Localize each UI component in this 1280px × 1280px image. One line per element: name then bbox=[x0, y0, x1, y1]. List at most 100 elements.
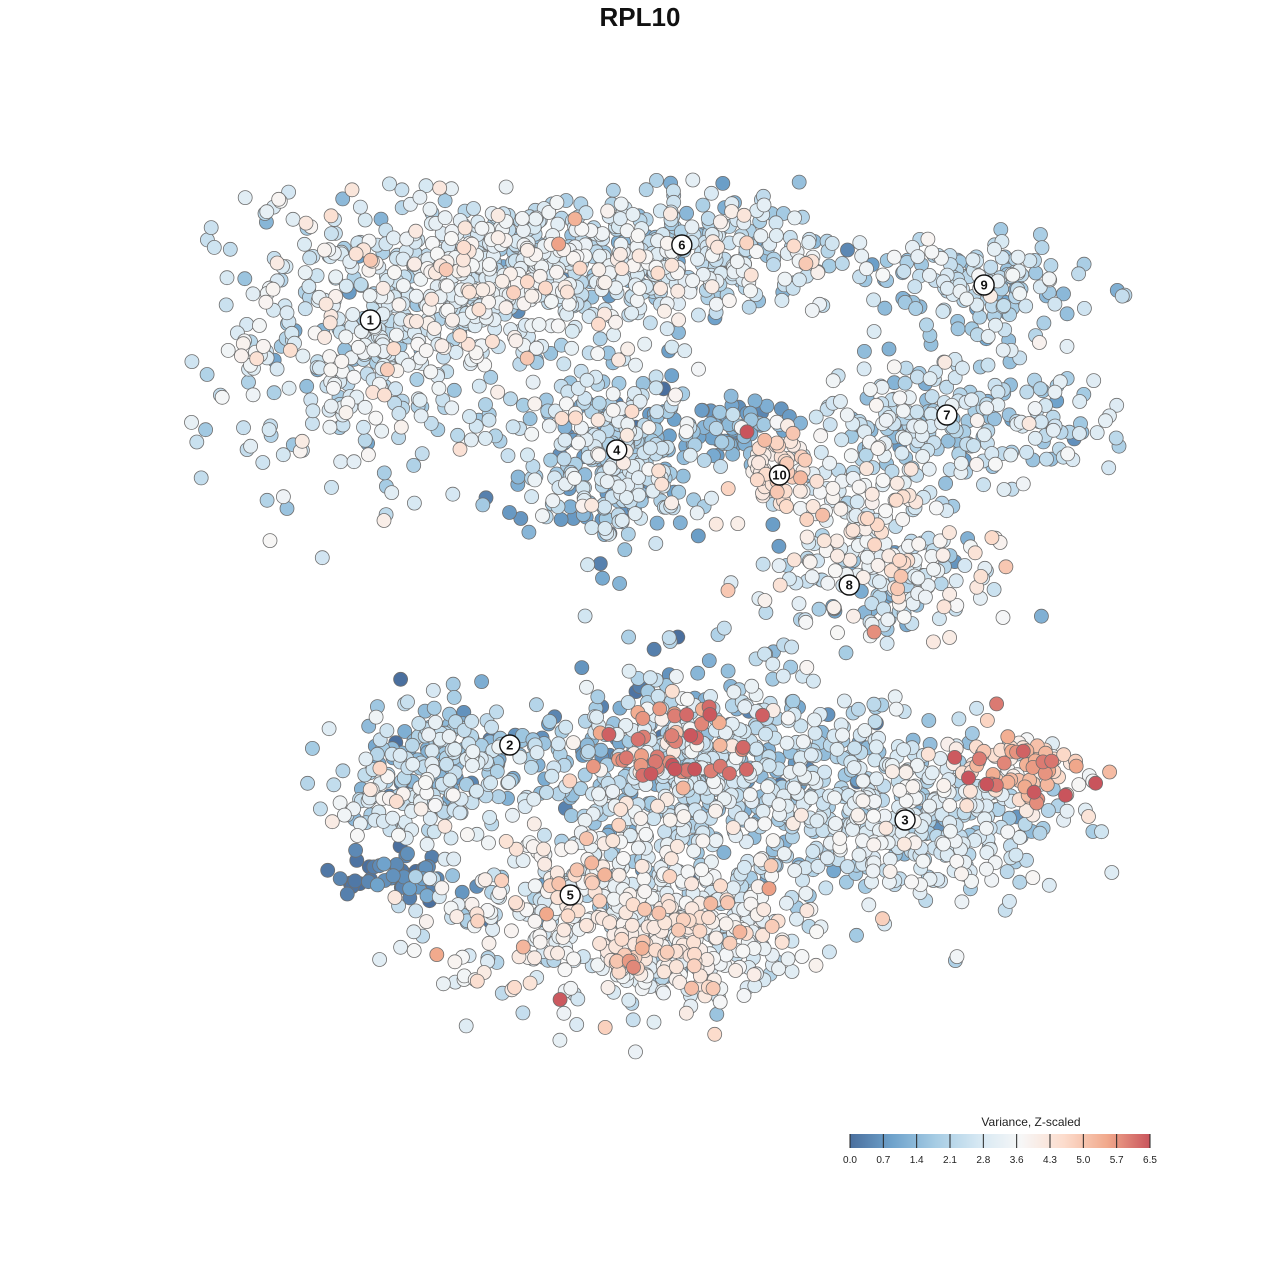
data-point bbox=[806, 673, 821, 689]
data-point bbox=[503, 923, 519, 939]
data-point bbox=[1002, 894, 1017, 909]
data-point bbox=[445, 868, 461, 883]
data-point bbox=[521, 524, 537, 540]
data-point bbox=[965, 252, 981, 268]
data-point bbox=[675, 780, 691, 796]
data-point bbox=[1071, 777, 1087, 792]
data-point bbox=[771, 538, 787, 554]
data-point bbox=[1098, 413, 1113, 429]
data-point bbox=[805, 844, 821, 859]
data-point bbox=[437, 210, 453, 226]
data-point bbox=[405, 756, 421, 772]
data-point bbox=[989, 696, 1004, 712]
data-point bbox=[393, 671, 409, 687]
data-point bbox=[619, 427, 635, 443]
data-point bbox=[954, 866, 969, 882]
data-point bbox=[922, 267, 937, 283]
data-point bbox=[426, 700, 442, 716]
data-point bbox=[789, 911, 804, 927]
data-point bbox=[646, 641, 662, 657]
cluster-label-text: 1 bbox=[367, 313, 374, 328]
data-point bbox=[406, 943, 422, 958]
data-point bbox=[628, 1044, 643, 1060]
data-point bbox=[407, 256, 423, 272]
data-point bbox=[708, 516, 724, 532]
data-point bbox=[829, 533, 845, 549]
data-point bbox=[412, 392, 428, 408]
data-point bbox=[424, 743, 440, 759]
data-point bbox=[520, 242, 535, 258]
data-point bbox=[281, 380, 297, 396]
data-point bbox=[792, 272, 807, 288]
data-point bbox=[374, 423, 390, 439]
data-point bbox=[394, 182, 410, 198]
data-point bbox=[840, 859, 855, 874]
data-point bbox=[411, 716, 427, 731]
data-point bbox=[541, 418, 557, 434]
data-point bbox=[382, 176, 397, 192]
data-point bbox=[646, 1014, 662, 1030]
data-point bbox=[262, 533, 278, 548]
data-point bbox=[932, 533, 948, 549]
data-point bbox=[444, 400, 460, 416]
data-point bbox=[459, 827, 475, 842]
data-point bbox=[590, 689, 606, 705]
data-point bbox=[611, 817, 627, 833]
data-point bbox=[859, 261, 874, 277]
data-point bbox=[947, 750, 963, 765]
data-point bbox=[771, 558, 787, 573]
data-point bbox=[911, 536, 927, 552]
data-point bbox=[648, 380, 664, 396]
data-point bbox=[489, 764, 505, 779]
legend-tick-label: 6.5 bbox=[1143, 1155, 1157, 1166]
data-point bbox=[452, 805, 468, 821]
data-point bbox=[279, 305, 295, 321]
data-point bbox=[445, 676, 461, 692]
data-point bbox=[620, 526, 636, 542]
data-point bbox=[849, 927, 864, 943]
data-point bbox=[1088, 775, 1103, 791]
data-point bbox=[808, 409, 824, 425]
data-point bbox=[786, 780, 802, 796]
data-point bbox=[490, 384, 506, 400]
data-point bbox=[695, 197, 711, 213]
data-point bbox=[896, 742, 911, 757]
data-point bbox=[893, 568, 909, 584]
data-point bbox=[888, 492, 904, 508]
data-point bbox=[964, 874, 979, 889]
data-point bbox=[522, 975, 538, 991]
data-point bbox=[905, 779, 921, 795]
data-point bbox=[864, 486, 880, 502]
data-point bbox=[896, 264, 912, 279]
data-point bbox=[1026, 784, 1042, 800]
data-point bbox=[852, 235, 868, 251]
data-point bbox=[866, 837, 882, 853]
data-point bbox=[920, 746, 936, 762]
data-point bbox=[406, 924, 422, 940]
data-point bbox=[1056, 286, 1071, 302]
data-point bbox=[443, 830, 459, 846]
data-point bbox=[735, 943, 751, 959]
cluster-label: 10 bbox=[768, 464, 791, 486]
data-point bbox=[683, 728, 698, 743]
data-point bbox=[332, 795, 348, 811]
data-point bbox=[921, 713, 937, 728]
data-point bbox=[423, 364, 439, 380]
legend-colorbar bbox=[850, 1134, 1150, 1148]
data-point bbox=[529, 340, 544, 356]
cluster-label-badge bbox=[894, 809, 916, 831]
data-point bbox=[860, 549, 875, 565]
data-point bbox=[1010, 249, 1026, 265]
data-point bbox=[867, 714, 883, 729]
data-point bbox=[1101, 460, 1117, 476]
data-point bbox=[584, 855, 600, 871]
data-point bbox=[477, 430, 493, 446]
data-point bbox=[255, 338, 271, 354]
data-point bbox=[413, 271, 429, 287]
data-point bbox=[822, 944, 837, 960]
data-point bbox=[549, 264, 564, 280]
data-point bbox=[729, 254, 745, 270]
data-point bbox=[920, 231, 936, 247]
data-point bbox=[550, 318, 566, 334]
data-point bbox=[684, 876, 699, 892]
